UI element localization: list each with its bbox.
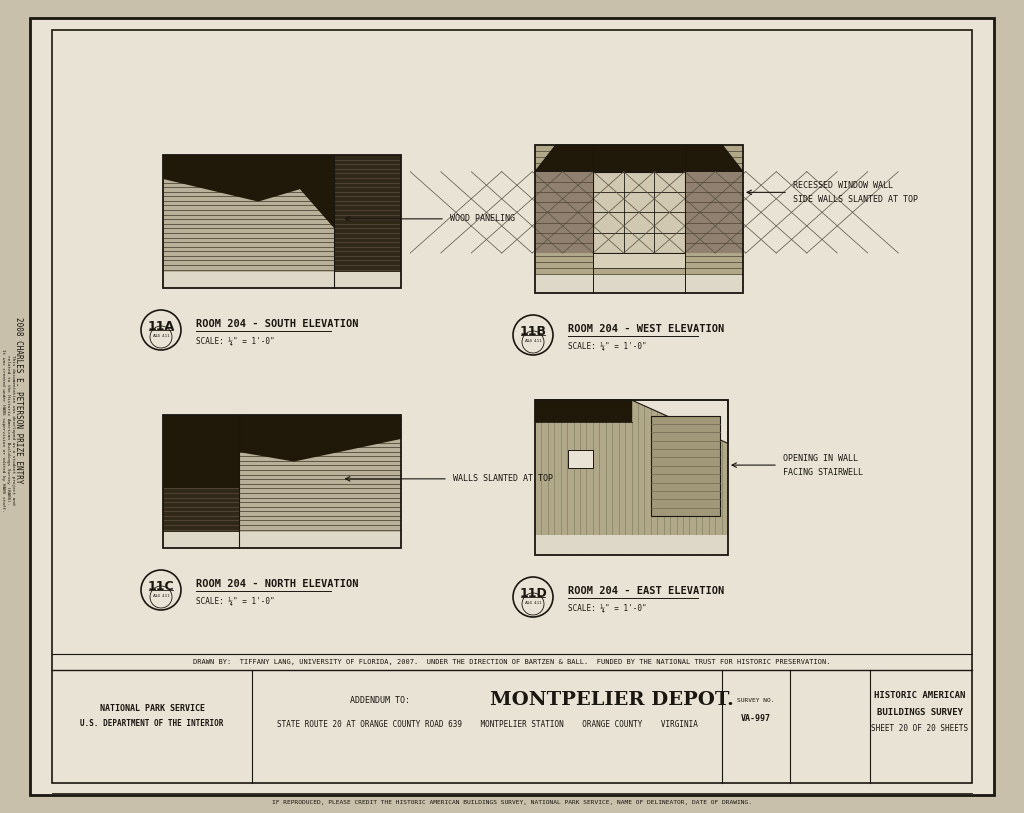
Bar — [535, 400, 728, 555]
Text: 4.11: 4.11 — [534, 601, 543, 605]
Text: IF REPRODUCED, PLEASE CREDIT THE HISTORIC AMERICAN BUILDINGS SURVEY, NATIONAL PA: IF REPRODUCED, PLEASE CREDIT THE HISTORI… — [272, 799, 752, 805]
Polygon shape — [163, 155, 335, 202]
Bar — [163, 155, 401, 288]
Text: 11D: 11D — [519, 586, 547, 599]
Text: 4.11: 4.11 — [162, 334, 170, 338]
Bar — [535, 145, 743, 293]
Text: ROOM 204 - WEST ELEVATION: ROOM 204 - WEST ELEVATION — [568, 324, 724, 334]
Bar — [535, 400, 632, 422]
Bar — [52, 30, 972, 783]
Text: OPENING IN WALL: OPENING IN WALL — [783, 454, 858, 463]
Text: MONTPELIER DEPOT.: MONTPELIER DEPOT. — [490, 691, 734, 709]
Circle shape — [141, 310, 181, 350]
Text: 2008 CHARLES E. PETERSON PRIZE ENTRY: 2008 CHARLES E. PETERSON PRIZE ENTRY — [13, 317, 23, 483]
Text: SIDE WALLS SLANTED AT TOP: SIDE WALLS SLANTED AT TOP — [793, 195, 918, 204]
Text: SCALE: ¼" = 1'-0": SCALE: ¼" = 1'-0" — [196, 597, 274, 606]
Circle shape — [141, 570, 181, 610]
Text: BUILDINGS SURVEY: BUILDINGS SURVEY — [877, 707, 963, 716]
Text: ROOM 204 - EAST ELEVATION: ROOM 204 - EAST ELEVATION — [568, 586, 724, 596]
Text: RECESSED WINDOW WALL: RECESSED WINDOW WALL — [793, 180, 893, 190]
Polygon shape — [270, 155, 335, 228]
Bar — [568, 450, 593, 468]
Text: WOOD PANELING: WOOD PANELING — [450, 215, 515, 224]
Bar — [335, 155, 401, 288]
Text: ROOM 204 - NORTH ELEVATION: ROOM 204 - NORTH ELEVATION — [196, 579, 358, 589]
Text: NATIONAL PARK SERVICE: NATIONAL PARK SERVICE — [99, 703, 205, 712]
Text: A14: A14 — [153, 594, 161, 598]
Text: 11A: 11A — [147, 320, 174, 333]
Text: SCALE: ¼" = 1'-0": SCALE: ¼" = 1'-0" — [568, 603, 646, 612]
Text: This documentation was developed as a student project and
related to the Histori: This documentation was developed as a st… — [1, 349, 14, 511]
Bar — [685, 172, 743, 253]
Text: FACING STAIRWELL: FACING STAIRWELL — [783, 467, 863, 476]
Polygon shape — [163, 415, 240, 488]
Bar — [535, 145, 743, 293]
Text: STATE ROUTE 20 AT ORANGE COUNTY ROAD 639    MONTPELIER STATION    ORANGE COUNTY : STATE ROUTE 20 AT ORANGE COUNTY ROAD 639… — [276, 720, 697, 728]
Text: 4.11: 4.11 — [534, 339, 543, 343]
Text: A14: A14 — [525, 601, 532, 605]
Text: SCALE: ¼" = 1'-0": SCALE: ¼" = 1'-0" — [568, 341, 646, 350]
Text: WALLS SLANTED AT TOP: WALLS SLANTED AT TOP — [453, 474, 553, 484]
Text: 4.11: 4.11 — [162, 594, 170, 598]
Bar — [535, 172, 593, 253]
Bar — [535, 400, 728, 555]
Bar — [535, 535, 728, 555]
Text: DRAWN BY:  TIFFANY LANG, UNIVERSITY OF FLORIDA, 2007.  UNDER THE DIRECTION OF BA: DRAWN BY: TIFFANY LANG, UNIVERSITY OF FL… — [194, 659, 830, 665]
Circle shape — [513, 577, 553, 617]
Text: A14: A14 — [525, 339, 532, 343]
Text: SURVEY NO.: SURVEY NO. — [737, 698, 775, 702]
Polygon shape — [535, 400, 728, 443]
Bar — [535, 276, 743, 293]
Text: ADDENDUM TO:: ADDENDUM TO: — [350, 695, 410, 705]
Bar — [593, 253, 685, 267]
Text: 11B: 11B — [519, 324, 547, 337]
Bar — [593, 172, 685, 253]
Text: A14: A14 — [153, 334, 161, 338]
Text: ROOM 204 - SOUTH ELEVATION: ROOM 204 - SOUTH ELEVATION — [196, 319, 358, 329]
Text: VA-997: VA-997 — [741, 714, 771, 723]
Text: 11C: 11C — [147, 580, 174, 593]
Bar — [163, 415, 401, 548]
Text: HISTORIC AMERICAN: HISTORIC AMERICAN — [874, 690, 966, 699]
Circle shape — [513, 315, 553, 355]
Bar — [163, 155, 401, 288]
Bar — [163, 532, 401, 548]
Text: SCALE: ¼" = 1'-0": SCALE: ¼" = 1'-0" — [196, 337, 274, 346]
Bar — [651, 415, 720, 516]
Text: SHEET 20 OF 20 SHEETS: SHEET 20 OF 20 SHEETS — [871, 724, 969, 733]
Bar — [163, 272, 401, 288]
Bar — [163, 415, 401, 548]
Bar — [163, 415, 240, 548]
Text: U.S. DEPARTMENT OF THE INTERIOR: U.S. DEPARTMENT OF THE INTERIOR — [80, 719, 223, 728]
Polygon shape — [163, 415, 401, 462]
Polygon shape — [535, 145, 743, 172]
